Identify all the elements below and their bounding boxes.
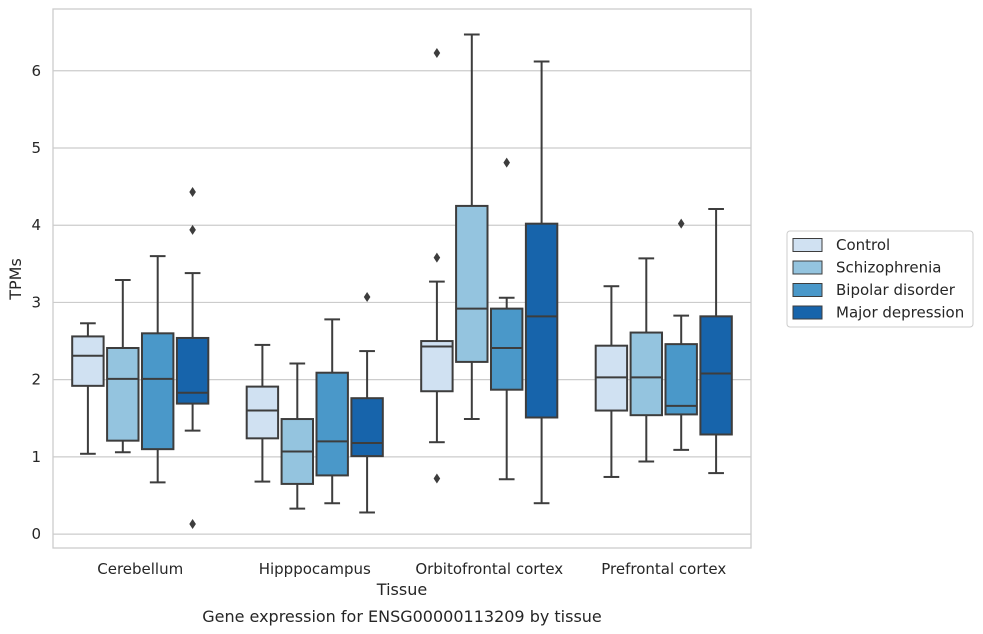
box-body [629,331,664,417]
box-body [420,340,454,393]
legend-label: Schizophrenia [836,259,941,277]
outlier-point [433,48,441,59]
legend-swatch [792,238,823,252]
box-1-0 [106,279,140,454]
legend-frame [786,230,974,328]
box-body [524,222,559,419]
figure-caption: Gene expression for ENSG00000113209 by t… [202,607,602,626]
outlier-point [677,218,685,229]
x-tick-label: Prefrontal cortex [601,560,726,578]
y-tick-label: 0 [31,525,41,543]
box-1-3 [629,257,664,463]
box-0-0 [71,322,105,455]
box-body [140,332,175,451]
plot-frame [52,8,752,549]
legend: Control Schizophrenia Bipolar disorder Majo… [786,230,974,328]
y-axis-label: TPMs [6,258,25,301]
box-1-2 [455,33,489,421]
outlier-point [433,252,441,263]
box-3-0 [175,187,210,530]
y-tick-label: 6 [31,62,41,80]
outlier-point [433,473,441,484]
box-0-3 [594,285,629,478]
outlier-point [189,224,196,235]
y-tick-label: 5 [31,139,41,157]
legend-swatch [792,305,823,320]
legend-swatch [792,283,823,297]
box-0-1 [245,343,280,483]
box-body [350,397,384,458]
box-2-0 [140,255,175,484]
outlier-point [503,157,510,168]
box-3-2 [524,60,559,505]
box-body [664,343,698,416]
x-tick-label: Hipppocampus [259,560,371,578]
box-2-1 [315,318,349,505]
box-body [71,335,105,387]
box-2-3 [664,218,698,451]
box-body [489,307,524,391]
y-tick-label: 2 [31,371,41,389]
outlier-point [363,292,371,303]
y-tick-label: 3 [31,293,41,311]
box-body [245,385,280,440]
box-layer [71,33,733,530]
box-3-3 [699,208,733,475]
x-tick-label: Orbitofrontal cortex [415,560,563,578]
box-0-2 [420,48,454,484]
box-1-1 [280,362,315,510]
x-tick-label: Cerebellum [97,560,183,578]
legend-label: Major depression [836,304,964,322]
outlier-point [189,519,196,530]
box-body [455,204,489,363]
legend-label: Bipolar disorder [836,281,956,299]
y-tick-labels: 0 1 2 3 4 5 6 [31,62,41,543]
x-tick-labels: Cerebellum Hipppocampus Orbitofrontal cort… [97,560,726,578]
outlier-point [189,187,196,198]
box-body [315,371,349,477]
box-3-1 [350,292,384,514]
legend-label: Control [836,236,890,254]
box-body [106,346,140,442]
y-tick-label: 1 [31,448,41,466]
box-2-2 [489,157,524,481]
box-body [699,315,733,436]
legend-swatch [792,260,823,275]
y-tick-label: 4 [31,216,41,234]
x-axis-label: Tissue [376,580,427,599]
